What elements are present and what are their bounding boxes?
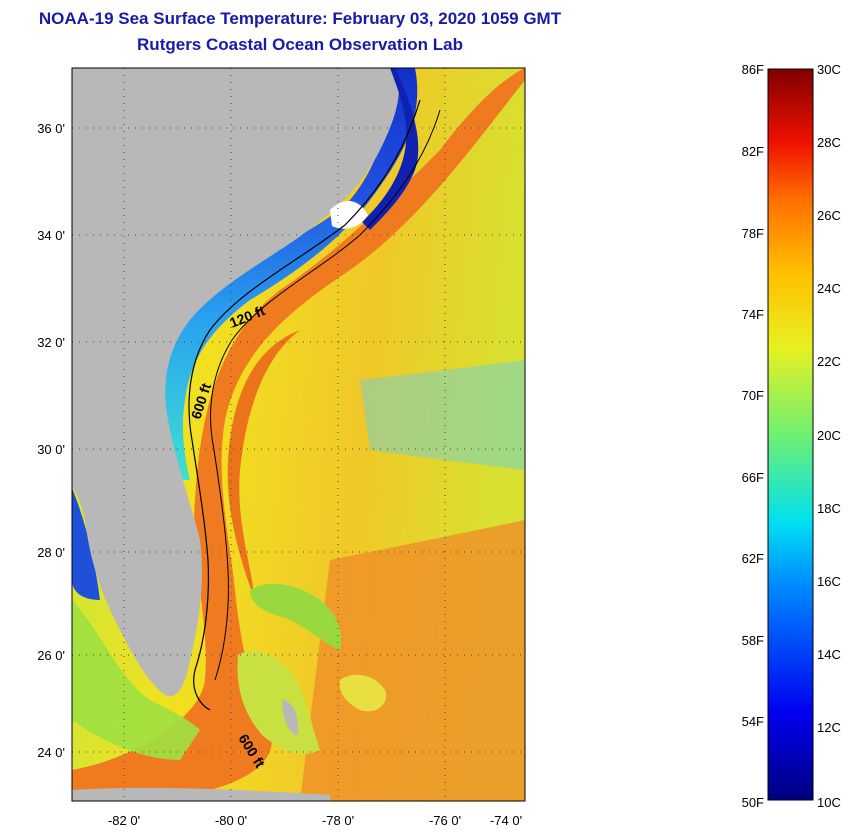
cb-c-14: 14C [817,647,841,662]
lat-label-36: 36 0' [37,121,65,136]
longitude-labels: -82 0' -80 0' -78 0' -76 0' -74 0' [108,813,522,828]
cb-f-54: 54F [742,714,764,729]
lon-label-78: -78 0' [322,813,354,828]
cb-c-16: 16C [817,574,841,589]
andros-island [282,700,299,735]
lat-label-24: 24 0' [37,745,65,760]
colorbar-celsius-labels: 30C 28C 26C 24C 22C 20C 18C 16C 14C 12C … [817,62,841,810]
cb-f-50: 50F [742,795,764,810]
lat-label-28: 28 0' [37,545,65,560]
cold-shelf-water [140,68,418,480]
southeast-warm-patch [300,520,525,801]
cuba-coast-land [72,787,330,801]
cb-f-62: 62F [742,551,764,566]
cb-c-26: 26C [817,208,841,223]
temperature-colorbar [767,68,814,801]
latitude-labels: 36 0' 34 0' 32 0' 30 0' 28 0' 26 0' 24 0… [37,121,65,760]
cb-f-78: 78F [742,226,764,241]
lat-label-30: 30 0' [37,442,65,457]
cb-c-20: 20C [817,428,841,443]
exuma-cays [339,674,386,712]
cb-c-18: 18C [817,501,841,516]
lat-label-26: 26 0' [37,648,65,663]
map-frame [71,67,526,802]
cb-f-82: 82F [742,144,764,159]
land [72,68,400,697]
outer-banks [362,68,419,230]
lon-label-76: -76 0' [429,813,461,828]
little-bahama-bank [250,583,342,650]
gulf-stream-core [227,330,300,600]
great-bahama-bank [237,650,320,755]
cb-c-24: 24C [817,281,841,296]
map-title: NOAA-19 Sea Surface Temperature: Februar… [38,9,562,28]
contour-600ft [210,109,441,681]
cb-f-86: 86F [742,62,764,77]
cb-c-30: 30C [817,62,841,77]
cb-c-10: 10C [817,795,841,810]
gulf-coast-cold [72,488,100,600]
open-ocean-blue-streaks [360,360,525,470]
cb-c-12: 12C [817,720,841,735]
lon-label-82: -82 0' [108,813,140,828]
map-subtitle: Rutgers Coastal Ocean Observation Lab [137,35,463,54]
cb-f-66: 66F [742,470,764,485]
lon-label-80: -80 0' [215,813,247,828]
lon-label-74: -74 0' [490,813,522,828]
cb-f-70: 70F [742,388,764,403]
lat-label-32: 32 0' [37,335,65,350]
lat-label-34: 34 0' [37,228,65,243]
colorbar-fahrenheit-labels: 86F 82F 78F 74F 70F 66F 62F 58F 54F 50F [742,62,764,810]
cb-f-74: 74F [742,307,764,322]
cb-c-28: 28C [817,135,841,150]
contour-120ft [188,99,421,711]
sst-map-layer [72,68,525,801]
pamlico-sound [330,200,368,229]
florida-keys-shallow [72,600,200,760]
cb-f-58: 58F [742,633,764,648]
cb-c-22: 22C [817,354,841,369]
